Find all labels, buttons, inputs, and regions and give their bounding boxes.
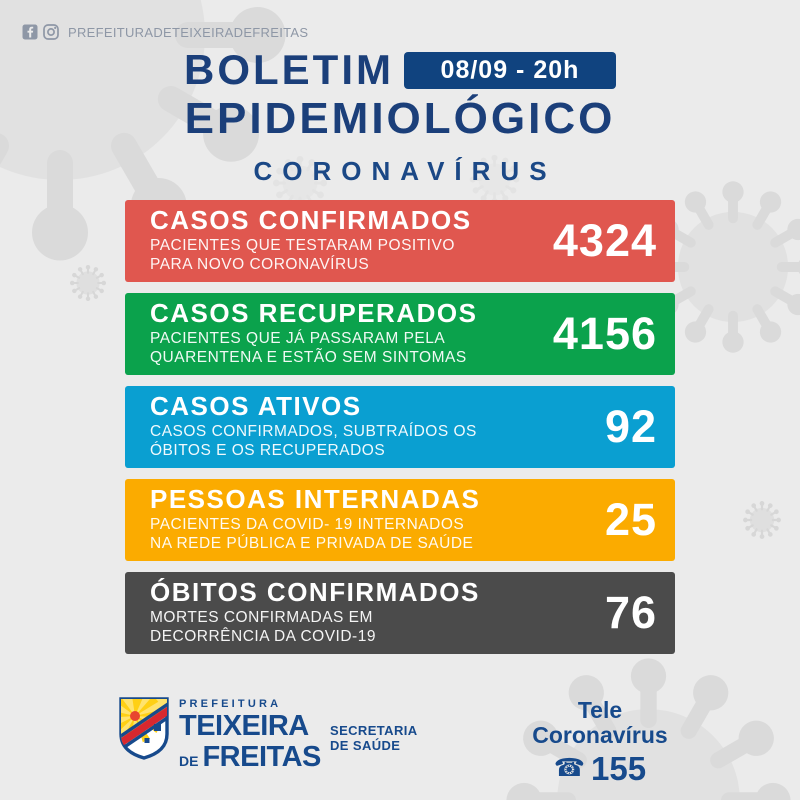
card-desc-line1: CASOS CONFIRMADOS, SUBTRAÍDOS OS bbox=[150, 422, 477, 440]
facebook-icon bbox=[22, 24, 38, 40]
card-value: 92 bbox=[604, 401, 657, 452]
footer: PREFEITURA TEIXEIRA DE FREITAS SECRETARI… bbox=[0, 690, 800, 800]
card-title: CASOS RECUPERADOS bbox=[150, 298, 478, 329]
card-desc-line2: NA REDE PÚBLICA E PRIVADA DE SAÚDE bbox=[150, 534, 474, 552]
card-casos-confirmados: CASOS CONFIRMADOS PACIENTES QUE TESTARAM… bbox=[125, 200, 675, 282]
tele-line1: Tele bbox=[577, 697, 623, 723]
social-bar: PREFEITURADETEIXEIRADEFREITAS bbox=[22, 24, 308, 40]
card-value: 4324 bbox=[552, 215, 657, 266]
secretaria-line2: DE SAÚDE bbox=[330, 738, 401, 754]
card-value: 25 bbox=[604, 494, 657, 545]
card-title: CASOS ATIVOS bbox=[150, 391, 362, 422]
card-value: 4156 bbox=[552, 308, 657, 359]
card-casos-recuperados: CASOS RECUPERADOS PACIENTES QUE JÁ PASSA… bbox=[125, 293, 675, 375]
virus-watermark bbox=[68, 263, 108, 303]
card-desc-line1: PACIENTES QUE TESTARAM POSITIVO bbox=[150, 236, 455, 254]
card-title: ÓBITOS CONFIRMADOS bbox=[150, 577, 480, 608]
card-title: CASOS CONFIRMADOS bbox=[150, 205, 472, 236]
secretaria-label: SECRETARIA DE SAÚDE bbox=[330, 723, 418, 754]
card-desc-line2: QUARENTENA E ESTÃO SEM SINTOMAS bbox=[150, 348, 467, 366]
logo-city-name-line1: TEIXEIRA bbox=[179, 710, 309, 742]
card-description: PACIENTES QUE TESTARAM POSITIVO PARA NOV… bbox=[150, 237, 522, 275]
card-description: CASOS CONFIRMADOS, SUBTRAÍDOS OS ÓBITOS … bbox=[150, 423, 522, 461]
prefeitura-logo: PREFEITURA TEIXEIRA DE FREITAS bbox=[118, 696, 321, 772]
card-description: PACIENTES DA COVID- 19 INTERNADOS NA RED… bbox=[150, 516, 522, 554]
logo-city-name-prefix: DE bbox=[179, 753, 199, 769]
tele-line2: Coronavírus bbox=[532, 722, 668, 749]
stat-cards: CASOS CONFIRMADOS PACIENTES QUE TESTARAM… bbox=[125, 200, 675, 665]
logo-pretitle: PREFEITURA bbox=[179, 698, 282, 710]
card-title: PESSOAS INTERNADAS bbox=[150, 484, 481, 515]
page-title-line1: BOLETIM bbox=[184, 46, 394, 93]
card-obitos-confirmados: ÓBITOS CONFIRMADOS MORTES CONFIRMADAS EM… bbox=[125, 572, 675, 654]
card-desc-line2: ÓBITOS E OS RECUPERADOS bbox=[150, 441, 386, 459]
date-badge: 08/09 - 20h bbox=[403, 51, 616, 89]
city-crest-icon bbox=[119, 697, 169, 760]
tele-phone-number: 155 bbox=[591, 749, 647, 787]
secretaria-line1: SECRETARIA bbox=[330, 723, 418, 738]
card-value: 76 bbox=[604, 587, 657, 638]
logo-city-name-line2: FREITAS bbox=[202, 741, 321, 773]
card-description: MORTES CONFIRMADAS EM DECORRÊNCIA DA COV… bbox=[150, 609, 522, 647]
card-pessoas-internadas: PESSOAS INTERNADAS PACIENTES DA COVID- 1… bbox=[125, 479, 675, 561]
tele-coronavirus-block: Tele Coronavírus ☎ 155 bbox=[515, 697, 685, 788]
page-title-line2: EPIDEMIOLÓGICO bbox=[184, 94, 616, 143]
instagram-icon bbox=[43, 24, 59, 40]
card-desc-line1: MORTES CONFIRMADAS EM bbox=[150, 608, 373, 626]
card-casos-ativos: CASOS ATIVOS CASOS CONFIRMADOS, SUBTRAÍD… bbox=[125, 386, 675, 468]
card-description: PACIENTES QUE JÁ PASSARAM PELA QUARENTEN… bbox=[150, 330, 522, 368]
card-desc-line1: PACIENTES QUE JÁ PASSARAM PELA bbox=[150, 329, 446, 347]
card-desc-line2: PARA NOVO CORONAVÍRUS bbox=[150, 255, 370, 273]
card-desc-line1: PACIENTES DA COVID- 19 INTERNADOS bbox=[150, 515, 465, 533]
phone-icon: ☎ bbox=[553, 754, 586, 783]
virus-watermark bbox=[741, 499, 783, 541]
header: BOLETIM 08/09 - 20h EPIDEMIOLÓGICO CORON… bbox=[0, 46, 800, 187]
page-subtitle: CORONAVÍRUS bbox=[253, 156, 557, 186]
social-handle: PREFEITURADETEIXEIRADEFREITAS bbox=[68, 24, 309, 40]
card-desc-line2: DECORRÊNCIA DA COVID-19 bbox=[150, 627, 376, 645]
